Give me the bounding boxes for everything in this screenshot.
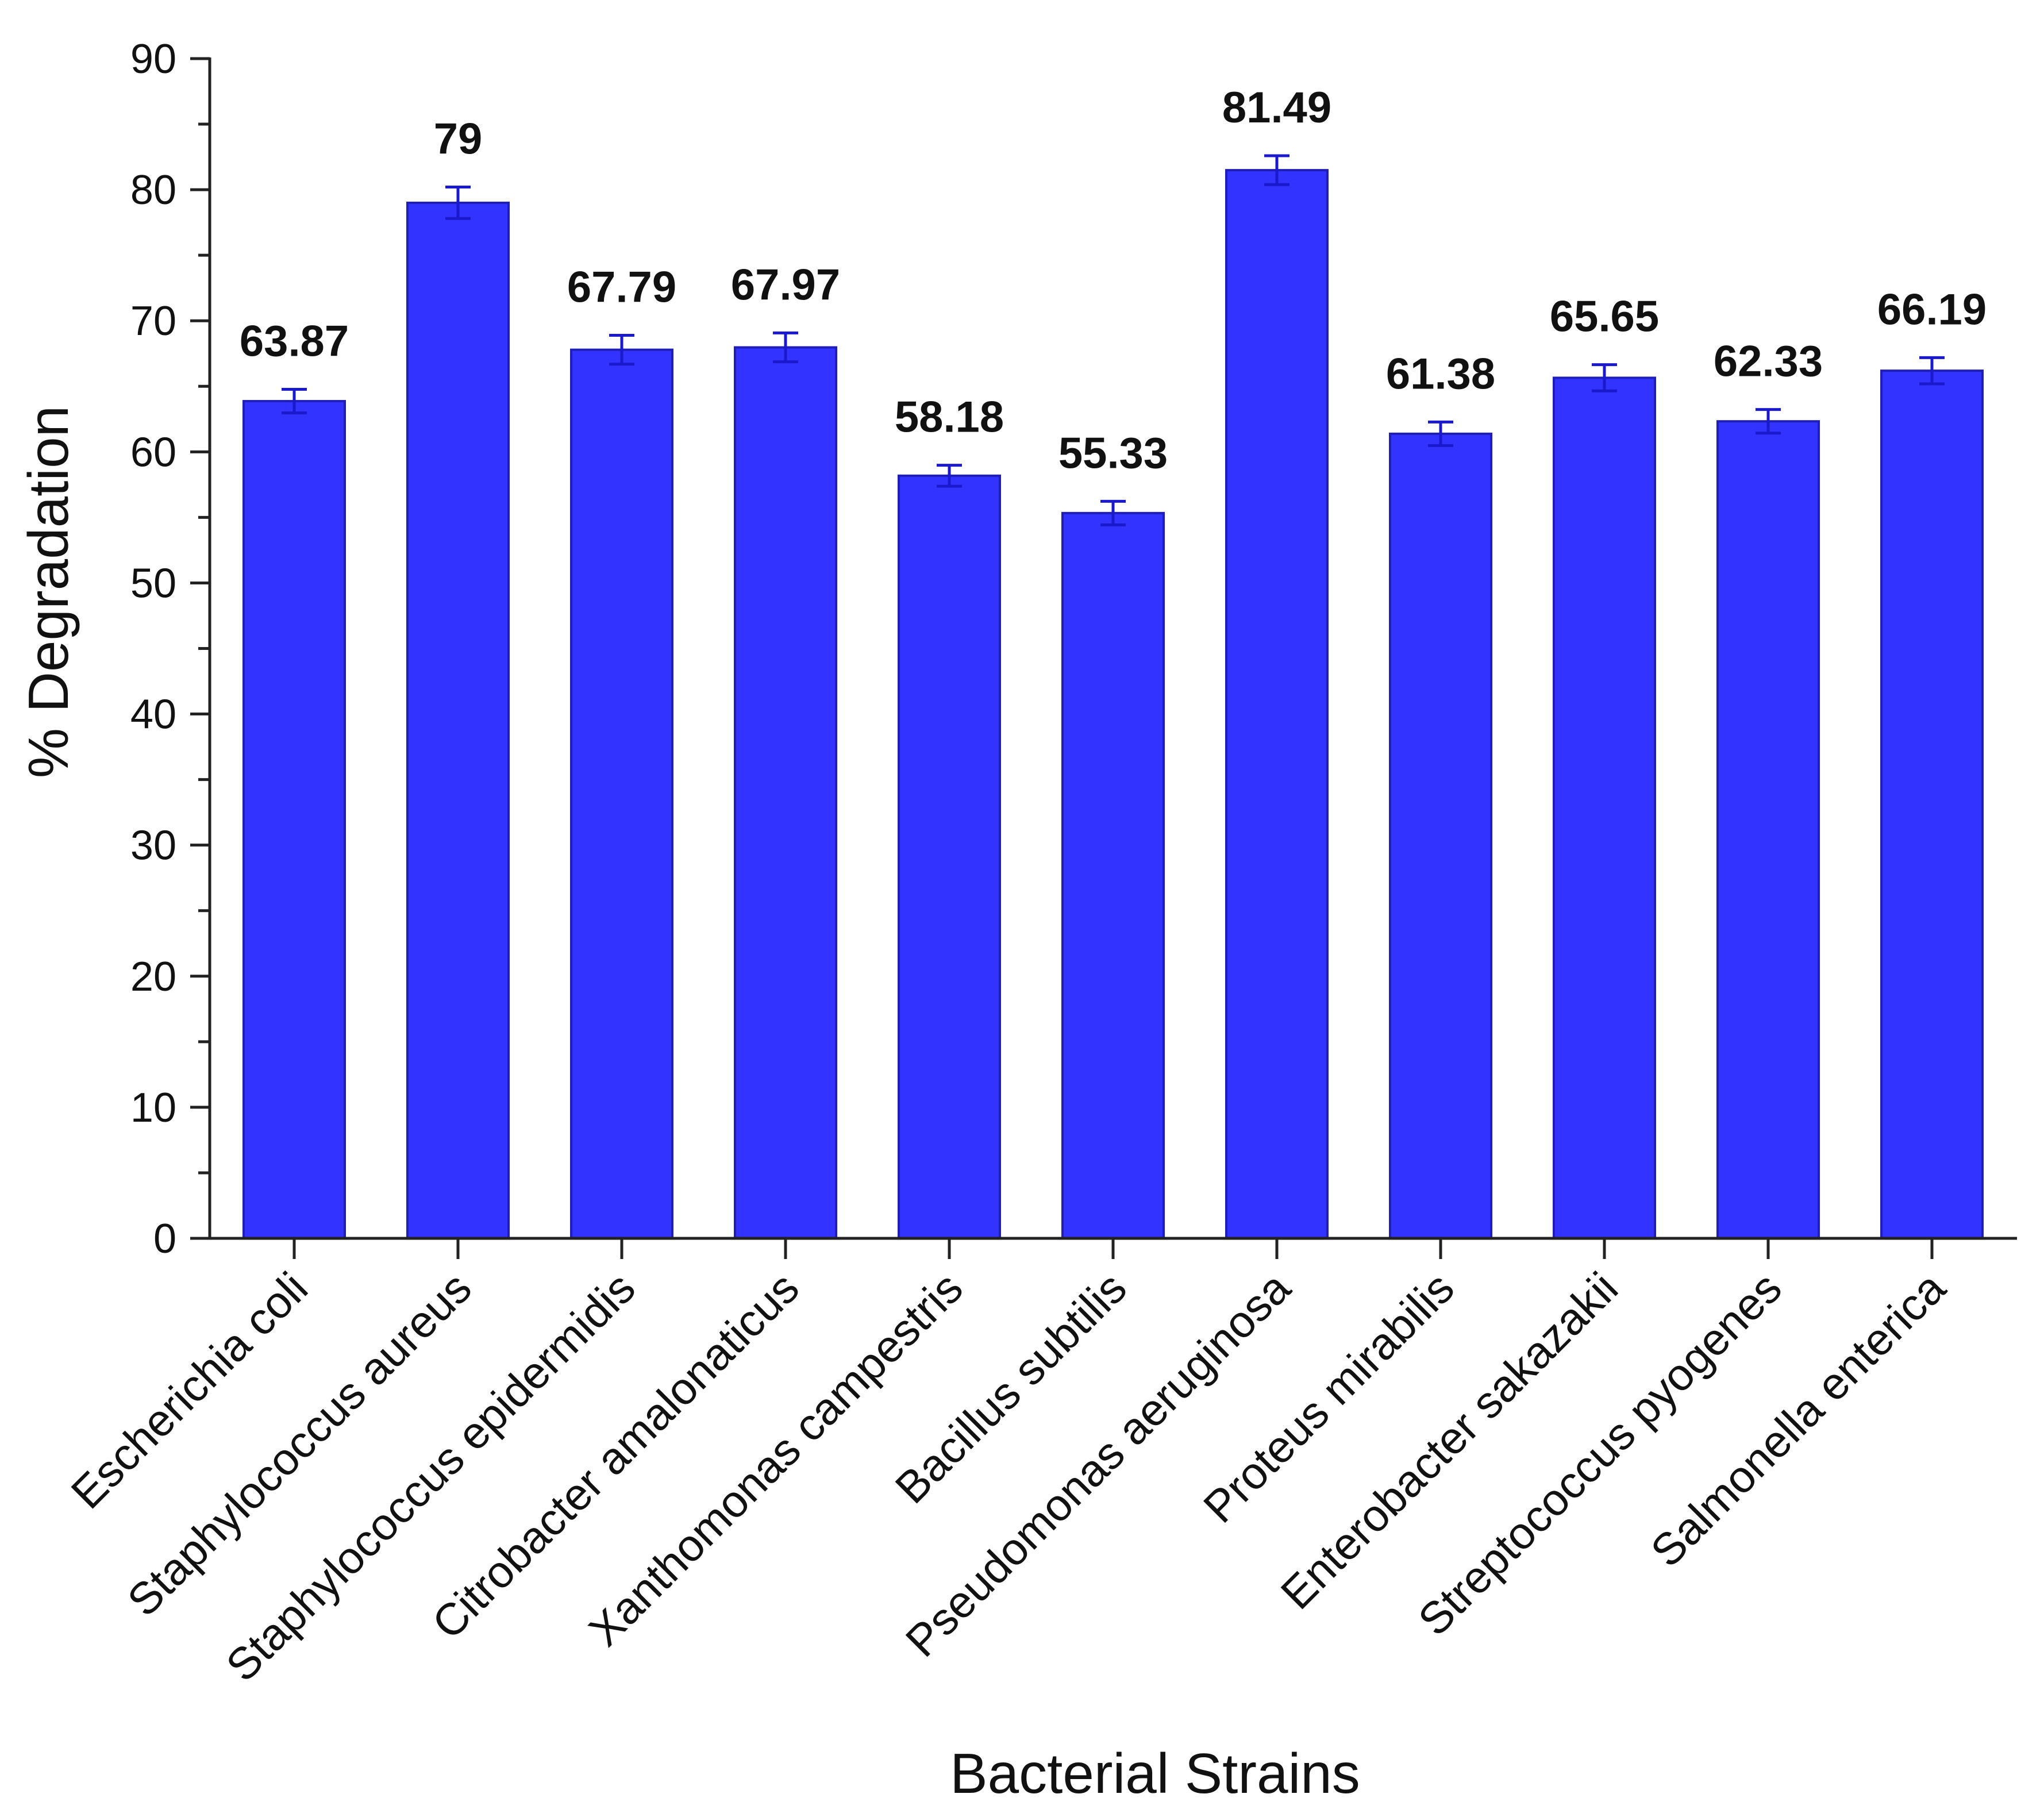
y-tick-label: 20: [130, 954, 176, 1000]
bars-layer: [242, 154, 1984, 1239]
bar-5: [898, 474, 1001, 1239]
x-tick-label-2: Staphylococcus aureus: [118, 1262, 481, 1626]
bar-11: [1880, 369, 1984, 1239]
value-label-3: 67.79: [567, 263, 676, 312]
value-label-9: 65.65: [1550, 292, 1659, 341]
value-label-6: 55.33: [1058, 429, 1168, 478]
bar-2: [406, 201, 510, 1239]
bar-6: [1061, 511, 1165, 1239]
x-tick-label-11: Salmonella enterica: [1641, 1262, 1955, 1576]
value-label-8: 61.38: [1386, 349, 1495, 398]
value-label-5: 58.18: [895, 393, 1004, 442]
y-tick-label: 50: [130, 560, 176, 606]
y-tick-label: 70: [130, 298, 176, 344]
bar-7: [1225, 169, 1329, 1239]
y-tick-label: 90: [130, 36, 176, 82]
value-label-11: 66.19: [1877, 285, 1987, 334]
y-tick-label: 10: [130, 1085, 176, 1131]
x-tick-label-9: Enterobacter sakazakii: [1271, 1262, 1627, 1619]
value-label-4: 67.97: [731, 260, 840, 309]
bar-8: [1389, 432, 1492, 1239]
bar-10: [1716, 420, 1820, 1239]
value-label-1: 63.87: [240, 317, 349, 366]
bar-3: [570, 348, 673, 1239]
value-label-10: 62.33: [1714, 337, 1823, 386]
y-tick-label: 0: [153, 1216, 176, 1262]
y-tick-label: 60: [130, 429, 176, 475]
y-axis-title: % Degradation: [17, 406, 80, 778]
value-label-2: 79: [434, 115, 483, 164]
y-tick-label: 80: [130, 167, 176, 213]
labels-layer: 63.87 79 67.79 67.97 58.18 55.33 81.49 61.38 65.…: [240, 83, 1987, 478]
value-label-7: 81.49: [1222, 83, 1331, 132]
x-axis-title: Bacterial Strains: [950, 1742, 1360, 1805]
y-tick-label: 40: [130, 692, 176, 738]
y-tick-label: 30: [130, 823, 176, 869]
bar-9: [1553, 376, 1656, 1239]
bar-1: [242, 400, 346, 1239]
bar-4: [734, 346, 837, 1239]
